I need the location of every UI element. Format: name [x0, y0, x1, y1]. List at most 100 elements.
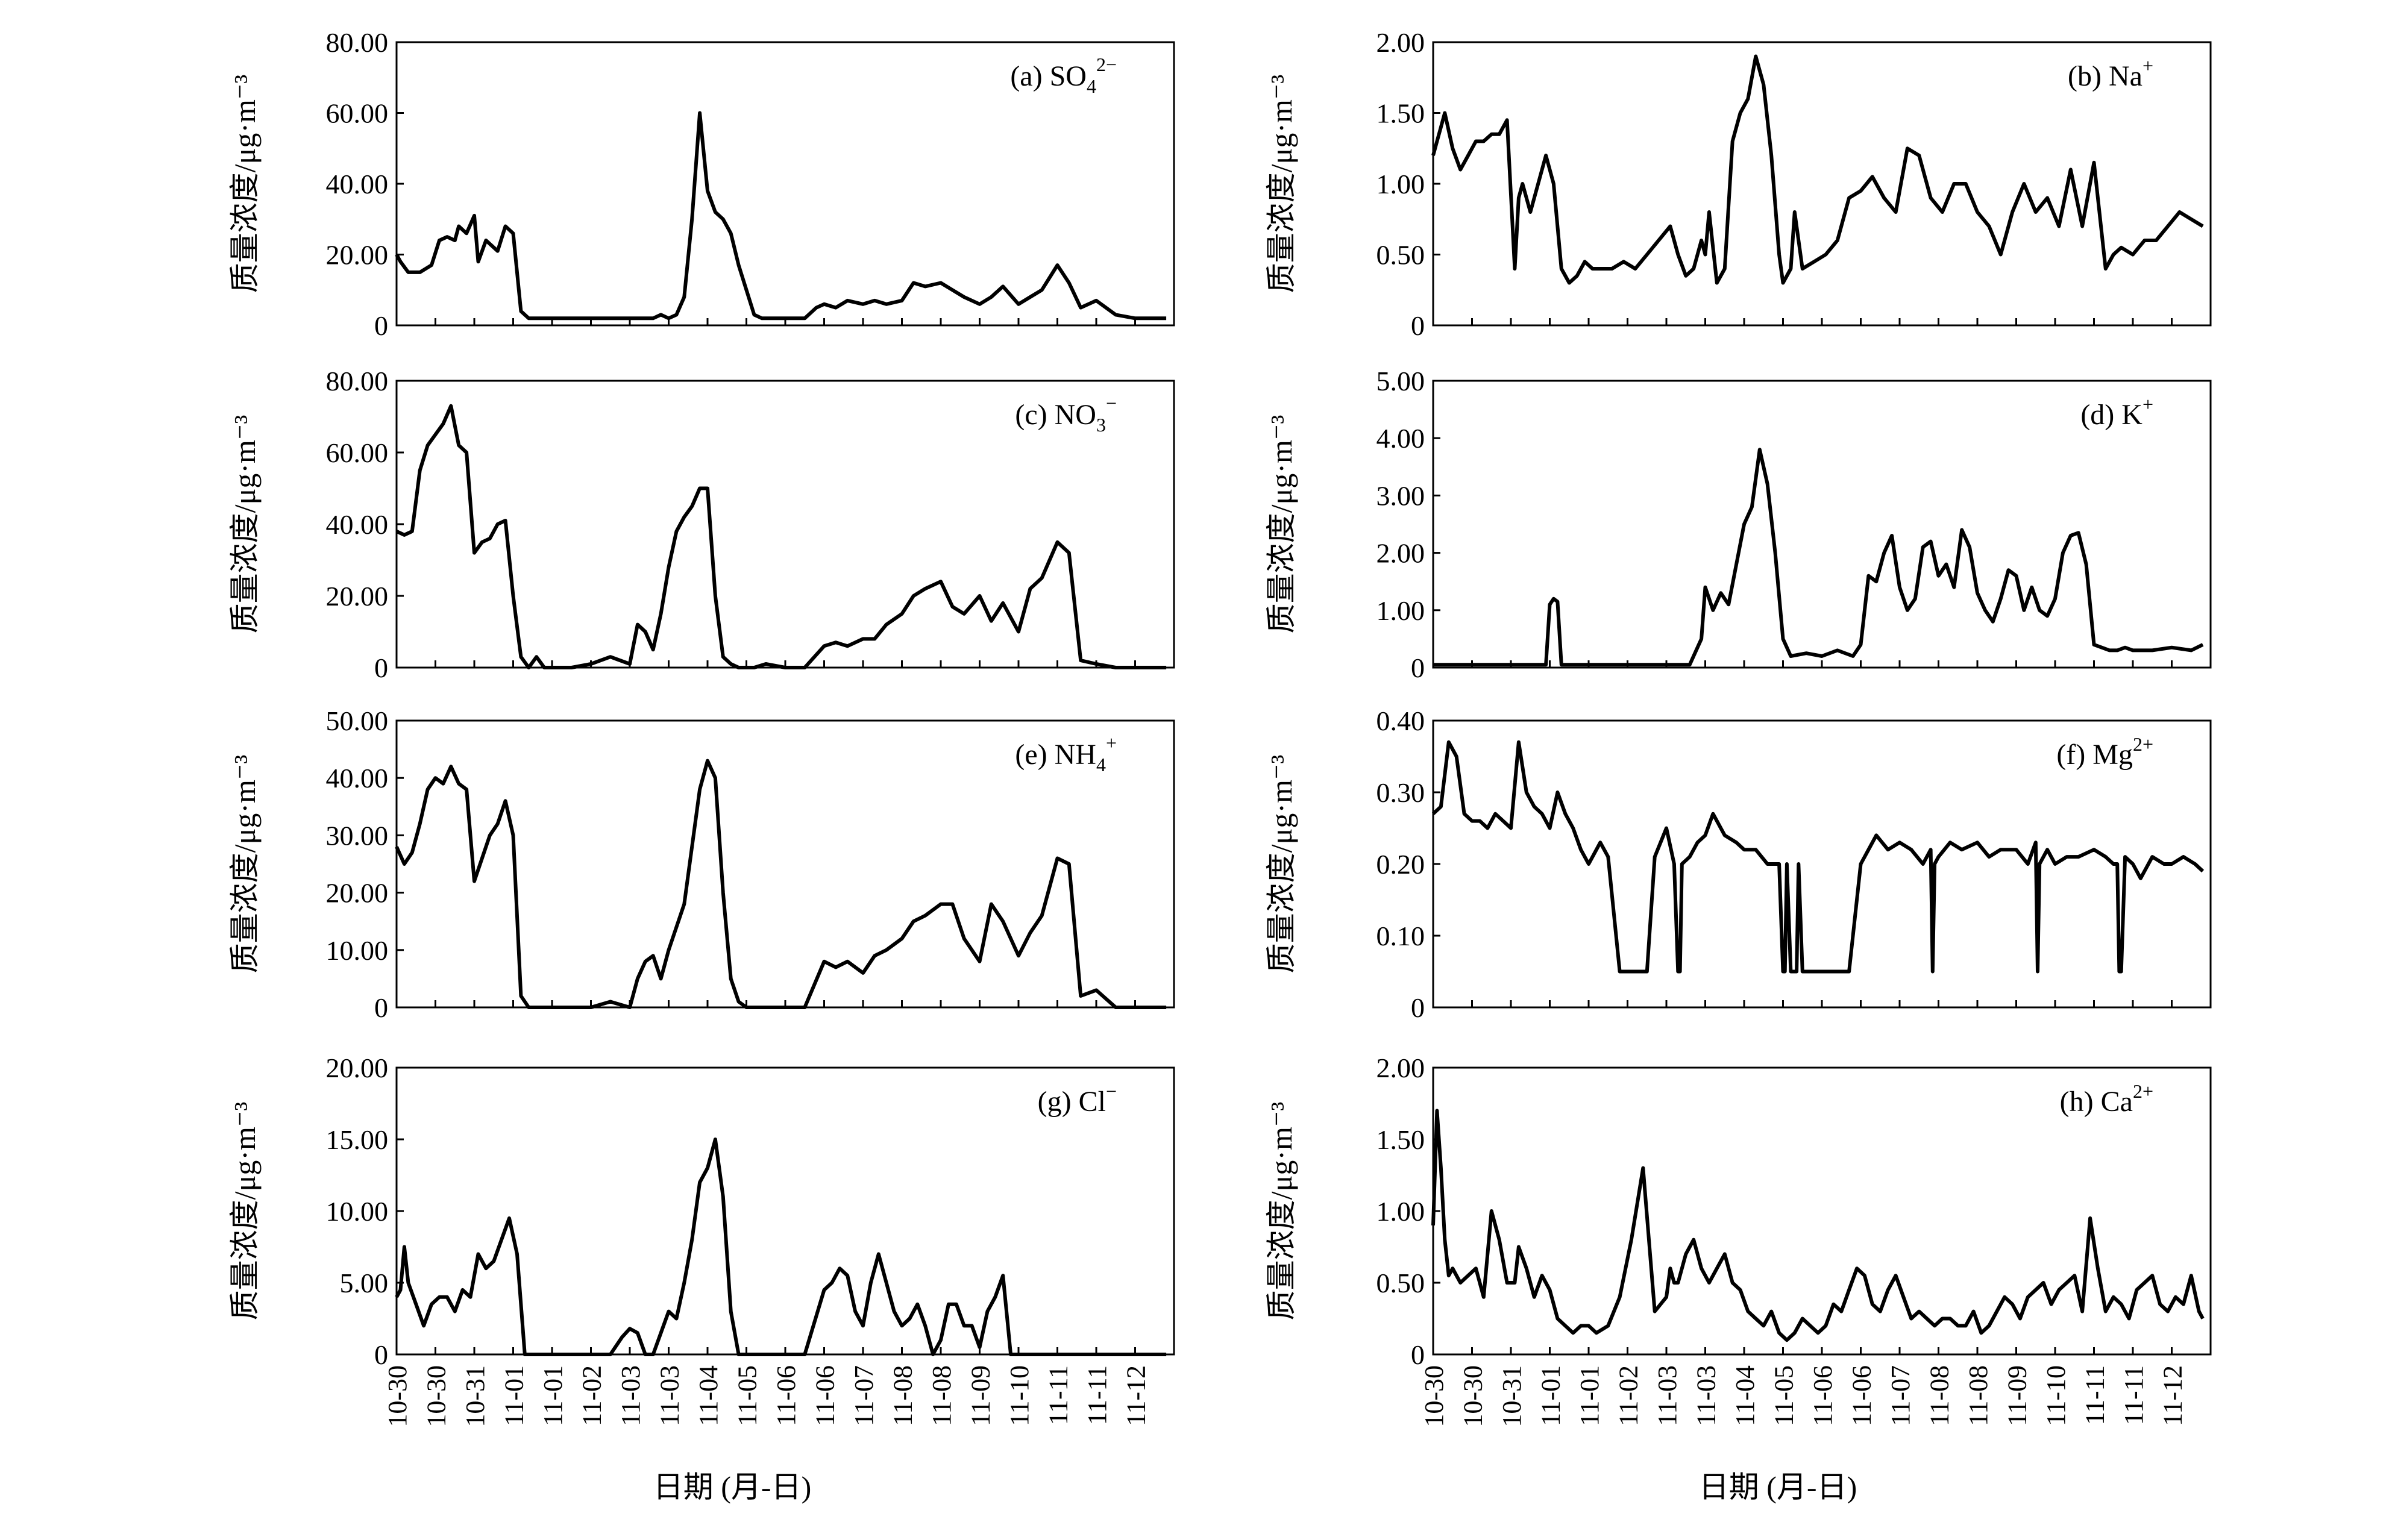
y-tick-label: 0 [374, 1339, 388, 1370]
x-tick-label: 11-08 [1925, 1365, 1954, 1426]
x-tick-label: 11-04 [694, 1365, 723, 1426]
x-tick-label: 11-10 [2041, 1365, 2071, 1426]
x-tick-label: 11-08 [927, 1365, 956, 1426]
x-tick-label: 11-01 [538, 1365, 568, 1426]
y-tick-label: 0 [374, 992, 388, 1023]
y-tick-label: 0 [374, 310, 388, 341]
x-tick-label: 11-03 [616, 1365, 645, 1426]
x-tick-label: 11-01 [500, 1365, 529, 1426]
y-tick-label: 0 [1411, 992, 1425, 1023]
y-axis-label: 质量浓度/μg·m⁻³ [1264, 755, 1298, 974]
x-tick-label: 11-09 [966, 1365, 996, 1426]
x-tick-label: 11-04 [1730, 1365, 1760, 1426]
series-line [395, 111, 1167, 321]
y-tick-label: 0.20 [1376, 849, 1425, 880]
x-tick-label: 10-30 [1419, 1365, 1449, 1427]
panel-f: 0 0.10 0.20 0.30 0.40 质量浓度/μg·m⁻³ (f) Mg2+ [1264, 706, 2212, 1023]
x-tick-label: 11-03 [1692, 1365, 1721, 1426]
series-line [1433, 448, 2204, 667]
y-tick-label: 60.00 [326, 437, 389, 468]
y-tick-label: 10.00 [326, 1196, 389, 1227]
y-tick-label: 40.00 [326, 509, 389, 540]
series-line [395, 759, 1167, 1009]
x-tick-label: 11-08 [1964, 1365, 1993, 1426]
panel-g: 0 5.00 10.00 15.00 20.00 质量浓度/μg·m⁻³ (g) Cl− 10… [228, 1053, 1175, 1427]
panel-label: (b) Na+ [2068, 55, 2153, 92]
y-tick-label: 20.00 [326, 878, 389, 909]
x-tick-label: 11-05 [733, 1365, 762, 1426]
y-tick-label: 1.00 [1376, 169, 1425, 199]
x-tick-label: 11-07 [849, 1365, 879, 1426]
y-tick-label: 2.00 [1376, 27, 1425, 58]
y-tick-label: 0.30 [1376, 777, 1425, 808]
y-tick-label: 3.00 [1376, 480, 1425, 511]
x-tick-label: 11-06 [1847, 1365, 1877, 1426]
x-tick-label: 11-09 [2003, 1365, 2032, 1426]
y-tick-label: 4.00 [1376, 423, 1425, 454]
y-axis-label: 质量浓度/μg·m⁻³ [228, 755, 262, 974]
y-tick-label: 5.00 [340, 1268, 389, 1298]
x-tick-label: 11-11 [2119, 1365, 2149, 1425]
panel-label: (e) NH4+ [1015, 732, 1117, 775]
y-tick-label: 20.00 [326, 1053, 389, 1083]
panel-a: 0 20.00 40.00 60.00 80.00 质量浓度/μg·m⁻³ (a) SO42… [228, 27, 1175, 341]
y-tick-label: 10.00 [326, 935, 389, 966]
x-tick-label: 11-06 [811, 1365, 840, 1426]
x-tick-label: 11-01 [1575, 1365, 1604, 1426]
y-tick-label: 1.00 [1376, 595, 1425, 626]
panel-label: (h) Ca2+ [2060, 1080, 2153, 1118]
x-tick-label: 11-11 [2080, 1365, 2110, 1425]
series-line [395, 1138, 1167, 1356]
x-tick-label: 11-06 [1808, 1365, 1838, 1426]
panel-d: 0 1.00 2.00 3.00 4.00 5.00 质量浓度/μg·m⁻³ (d) K+ [1264, 366, 2212, 683]
y-axis-label: 质量浓度/μg·m⁻³ [1264, 75, 1298, 293]
y-tick-label: 0 [374, 653, 388, 683]
y-tick-label: 1.00 [1376, 1196, 1425, 1227]
panel-label: (f) Mg2+ [2056, 733, 2153, 771]
panel-label: (c) NO3− [1015, 392, 1117, 436]
y-tick-label: 2.00 [1376, 538, 1425, 569]
x-tick-label: 10-31 [460, 1365, 490, 1427]
y-tick-label: 0.50 [1376, 240, 1425, 271]
y-tick-label: 60.00 [326, 98, 389, 129]
y-tick-label: 0.50 [1376, 1268, 1425, 1298]
series-line [1431, 54, 2204, 285]
x-axis-title-right: 日期 (月-日) [1699, 1470, 1857, 1504]
x-tick-label: 10-31 [1497, 1365, 1527, 1427]
y-tick-label: 40.00 [326, 169, 389, 199]
x-tick-label: 11-01 [1536, 1365, 1566, 1426]
y-tick-label: 40.00 [326, 763, 389, 793]
y-tick-label: 50.00 [326, 706, 389, 736]
y-axis-label: 质量浓度/μg·m⁻³ [228, 1102, 262, 1321]
y-axis-label: 质量浓度/μg·m⁻³ [228, 75, 262, 293]
x-tick-label: 11-03 [655, 1365, 685, 1426]
x-tick-label: 10-30 [422, 1365, 451, 1427]
y-tick-label: 15.00 [326, 1124, 389, 1155]
x-tick-label: 11-05 [1769, 1365, 1799, 1426]
y-tick-label: 0 [1411, 1339, 1425, 1370]
x-tick-label: 11-07 [1886, 1365, 1915, 1426]
y-axis-label: 质量浓度/μg·m⁻³ [1264, 1102, 1298, 1321]
x-axis-title-left: 日期 (月-日) [653, 1470, 811, 1504]
y-tick-label: 2.00 [1376, 1053, 1425, 1083]
panel-label: (a) SO42− [1010, 54, 1117, 97]
panel-c: 0 20.00 40.00 60.00 80.00 质量浓度/μg·m⁻³ (c) NO3− [228, 366, 1175, 683]
series-line [1431, 1109, 2205, 1342]
panel-label: (d) K+ [2080, 393, 2153, 431]
panel-b: 0 0.50 1.00 1.50 2.00 质量浓度/μg·m⁻³ (b) Na+ [1264, 27, 2212, 341]
x-tick-label: 11-06 [771, 1365, 801, 1426]
panel-e: 0 10.00 20.00 30.00 40.00 50.00 质量浓度/μg·m⁻³ (e)… [228, 706, 1175, 1023]
x-tick-label: 11-02 [577, 1365, 607, 1426]
y-tick-label: 5.00 [1376, 366, 1425, 396]
y-axis-label: 质量浓度/μg·m⁻³ [228, 415, 262, 634]
y-axis-label: 质量浓度/μg·m⁻³ [1264, 415, 1298, 634]
x-tick-label: 10-30 [1458, 1365, 1488, 1427]
y-tick-label: 0.10 [1376, 921, 1425, 951]
y-tick-label: 0 [1411, 310, 1425, 341]
y-tick-label: 20.00 [326, 581, 389, 612]
y-tick-label: 80.00 [326, 27, 389, 58]
x-tick-label: 11-10 [1005, 1365, 1034, 1426]
x-tick-label: 11-02 [1614, 1365, 1643, 1426]
y-tick-label: 80.00 [326, 366, 389, 396]
